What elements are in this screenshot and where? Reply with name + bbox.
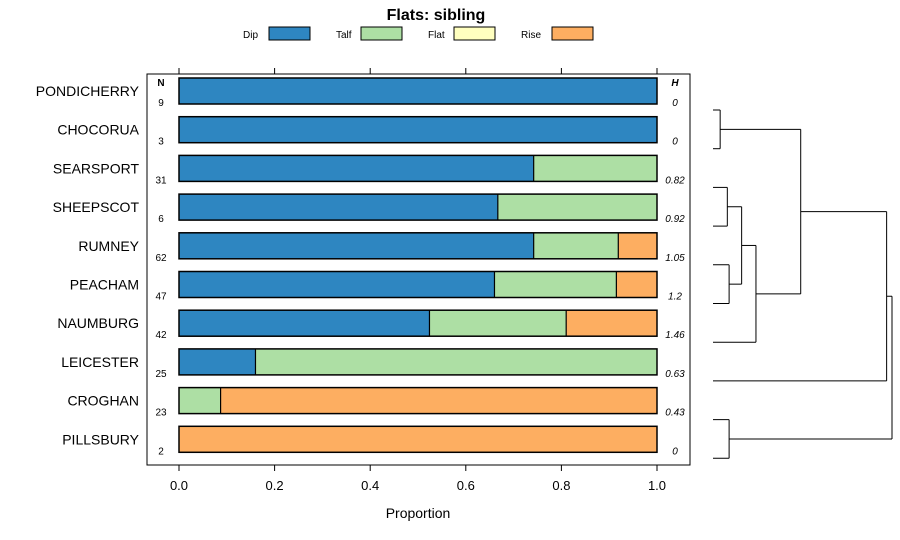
bar-segment-naumburg-dip <box>179 310 430 337</box>
legend-swatch-rise <box>551 26 594 41</box>
bar-segment-pillsbury-rise <box>179 426 657 453</box>
h-value-naumburg: 1.46 <box>665 330 685 341</box>
h-value-searsport: 0.82 <box>665 175 685 186</box>
bar-segment-naumburg-talf <box>429 310 567 337</box>
bar-segment-pondicherry-dip <box>179 78 657 104</box>
row-label-rumney: RUMNEY <box>78 238 139 254</box>
bar-segment-rumney-dip <box>179 232 534 259</box>
dendrogram <box>713 109 893 459</box>
h-value-pillsbury: 0 <box>672 446 678 457</box>
n-value-leicester: 25 <box>155 369 167 380</box>
legend-label-flat: Flat <box>428 30 445 41</box>
bar-segment-sheepscot-talf <box>497 194 657 221</box>
row-label-sheepscot: SHEEPSCOT <box>53 199 140 215</box>
h-value-rumney: 1.05 <box>665 253 685 264</box>
bar-segment-peacham-rise <box>616 271 657 298</box>
row-label-pondicherry: PONDICHERRY <box>36 83 140 99</box>
h-column-header: H <box>671 78 679 89</box>
bar-segment-rumney-talf <box>533 232 619 259</box>
bars: PONDICHERRY 9 0 CHOCORUA 3 0 SEARSPORT 31 0.82 SH… <box>36 77 685 457</box>
row-label-peacham: PEACHAM <box>70 277 139 293</box>
n-value-croghan: 23 <box>155 408 167 419</box>
bar-outline-pillsbury <box>178 425 658 454</box>
bar-outline-sheepscot <box>178 193 658 221</box>
bar-segment-chocorua-dip <box>179 116 657 143</box>
bar-segment-croghan-rise <box>220 387 657 414</box>
row-label-croghan: CROGHAN <box>67 393 139 409</box>
legend-label-rise: Rise <box>521 30 541 41</box>
x-tick-label: 0.0 <box>170 478 188 493</box>
x-tick-label: 1.0 <box>648 478 666 493</box>
bar-segment-peacham-dip <box>179 271 495 298</box>
n-value-pillsbury: 2 <box>158 446 164 457</box>
bar-segment-naumburg-rise <box>566 310 657 337</box>
n-value-sheepscot: 6 <box>158 214 164 225</box>
axes: 0.0 0.2 0.4 0.6 0.8 1.0 <box>170 68 666 493</box>
h-value-peacham: 1.2 <box>668 292 682 303</box>
x-axis-title: Proportion <box>386 505 451 521</box>
bar-segment-searsport-talf <box>533 155 657 182</box>
h-value-sheepscot: 0.92 <box>665 214 685 225</box>
legend-swatch-dip <box>268 26 311 41</box>
n-value-searsport: 31 <box>155 175 167 186</box>
bar-outline-peacham <box>178 270 658 299</box>
row-label-leicester: LEICESTER <box>61 354 139 370</box>
bar-outline-searsport <box>178 154 658 183</box>
h-value-chocorua: 0 <box>672 137 678 148</box>
h-value-leicester: 0.63 <box>665 369 685 380</box>
bar-segment-leicester-talf <box>255 348 658 375</box>
bar-outline-pondicherry <box>178 77 658 105</box>
h-value-pondicherry: 0 <box>672 98 678 109</box>
bar-segment-searsport-dip <box>179 155 534 182</box>
n-value-pondicherry: 9 <box>158 98 164 109</box>
bar-segment-peacham-talf <box>494 271 617 298</box>
x-tick-label: 0.2 <box>266 478 284 493</box>
legend-swatch-flat <box>453 26 496 41</box>
bar-outline-croghan <box>178 386 658 415</box>
row-label-naumburg: NAUMBURG <box>57 315 139 331</box>
bar-outline-chocorua <box>178 115 658 144</box>
n-value-chocorua: 3 <box>158 137 164 148</box>
x-tick-label: 0.6 <box>457 478 475 493</box>
bar-outline-rumney <box>178 232 658 260</box>
row-label-pillsbury: PILLSBURY <box>62 431 139 447</box>
bar-outline-naumburg <box>178 309 658 337</box>
n-value-peacham: 47 <box>155 292 167 303</box>
x-tick-label: 0.4 <box>361 478 379 493</box>
legend-label-talf: Talf <box>336 30 352 41</box>
h-value-croghan: 0.43 <box>665 408 685 419</box>
plot-frame <box>146 73 691 466</box>
n-value-rumney: 62 <box>155 253 167 264</box>
bar-segment-rumney-rise <box>618 232 657 259</box>
n-column-header: N <box>157 78 164 89</box>
bar-outline-leicester <box>178 348 658 376</box>
bar-segment-leicester-dip <box>179 348 256 375</box>
bar-segment-sheepscot-dip <box>179 194 498 221</box>
n-value-naumburg: 42 <box>155 330 167 341</box>
legend-label-dip: Dip <box>243 30 258 41</box>
legend: Dip Talf Flat Rise <box>243 26 594 41</box>
x-tick-label: 0.8 <box>552 478 570 493</box>
legend-swatch-talf <box>360 26 403 41</box>
row-label-searsport: SEARSPORT <box>53 160 140 176</box>
row-label-chocorua: CHOCORUA <box>57 122 139 138</box>
chart-title: Flats: sibling <box>387 7 486 24</box>
bar-segment-croghan-talf <box>179 387 221 414</box>
